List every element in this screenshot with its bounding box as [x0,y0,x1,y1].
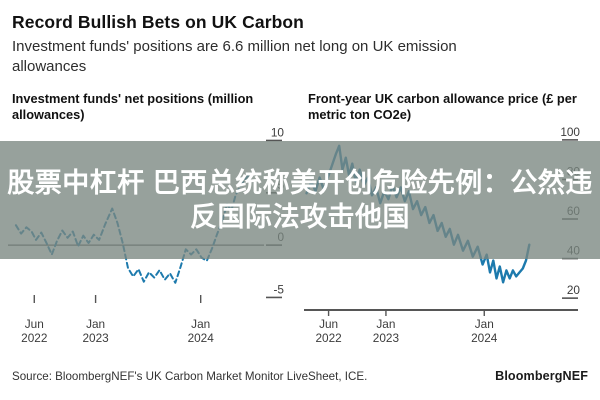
page-subtitle: Investment funds' positions are 6.6 mill… [12,38,457,75]
x-axis-label: Jun [319,317,338,331]
x-axis-label: 2022 [315,331,341,345]
bloombergnef-logo: BloombergNEF [495,369,588,383]
overlay-text-line2: 反国际法攻击他国 [190,202,410,232]
y-axis-label: 10 [271,125,285,139]
x-axis-label: 2022 [21,331,47,345]
news-overlay-banner: 股票中杠杆 巴西总统称美开创危险先例：公然违 反国际法攻击他国 [0,141,600,259]
source-note: Source: BloombergNEF's UK Carbon Market … [12,370,368,383]
page-title: Record Bullish Bets on UK Carbon [12,12,304,32]
x-axis-label: Jan [191,317,210,331]
x-axis-label: 2024 [188,331,215,345]
x-axis-label: Jan [376,317,395,331]
right-chart-title: Front-year UK carbon allowance price (£ … [308,91,577,122]
y-axis-label: 100 [560,125,580,139]
x-axis-label: 2024 [471,331,498,345]
footer: Source: BloombergNEF's UK Carbon Market … [0,369,600,383]
x-axis-label: Jan [86,317,105,331]
overlay-text-line1: 股票中杠杆 巴西总统称美开创危险先例：公然违 [7,167,593,198]
y-axis-label: 20 [567,283,581,297]
y-axis-label: -5 [274,282,285,296]
left-chart-title: Investment funds' net positions (million… [12,91,254,122]
x-axis-label: 2023 [373,331,400,345]
x-axis-label: Jan [475,317,494,331]
x-axis-label: Jun [25,317,44,331]
x-axis-label: 2023 [82,331,109,345]
